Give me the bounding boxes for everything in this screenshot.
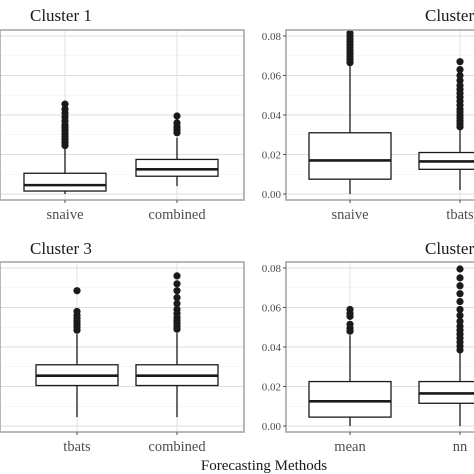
panel-title: Clusters 4 — [425, 239, 474, 258]
box-nn — [418, 265, 474, 426]
outlier-point — [456, 265, 464, 273]
x-category-label: snaive — [331, 207, 368, 223]
outlier-point — [61, 105, 69, 113]
box-tbats — [418, 58, 474, 191]
y-tick-label: 0.08 — [262, 263, 282, 275]
y-tick-label: 0.08 — [262, 31, 282, 43]
outlier-point — [173, 299, 181, 308]
panel-cluster-2: 0.00 0.02 0.04 0.06 0.08 snaive tbats Clusters … — [262, 6, 474, 223]
y-tick-label: 0.06 — [262, 303, 282, 315]
panel-cluster-1: snaive combined Cluster 1 — [0, 6, 245, 223]
outlier-point — [346, 305, 354, 314]
outlier-point — [456, 305, 464, 314]
x-category-label: tbats — [63, 439, 91, 455]
x-category-label: tbats — [446, 207, 474, 223]
panel-border — [0, 261, 245, 433]
y-tick-label: 0.00 — [262, 421, 282, 433]
panel-title: Clusters 2 — [425, 6, 474, 25]
outlier-point — [61, 100, 69, 108]
outlier-point — [173, 119, 181, 127]
iqr-box — [23, 172, 107, 192]
x-category-label: nn — [453, 439, 468, 455]
y-tick-label: 0.02 — [262, 150, 281, 162]
y-tick-label: 0.04 — [262, 110, 282, 122]
box-mean — [308, 305, 392, 426]
panel-cluster-3: tbats combined Cluster 3 — [0, 239, 245, 455]
outlier-point — [456, 322, 464, 330]
iqr-box — [308, 132, 392, 180]
outlier-point — [456, 58, 464, 66]
outlier-point — [73, 307, 81, 316]
outlier-point — [346, 29, 354, 37]
box-combined — [135, 112, 219, 187]
y-tick-label: 0.02 — [262, 382, 281, 394]
outlier-point — [173, 112, 181, 120]
box-snaive — [308, 29, 392, 194]
outlier-point — [346, 320, 354, 328]
outlier-point — [173, 294, 181, 302]
y-tick-label: 0.00 — [262, 189, 282, 201]
outlier-point — [173, 305, 181, 314]
panel-cluster-4: 0.00 0.02 0.04 0.06 0.08 mean nn Clusters 4 — [262, 239, 474, 455]
panel-border — [0, 29, 245, 201]
outlier-point — [456, 290, 464, 298]
outlier-point — [456, 297, 464, 306]
box-snaive — [23, 100, 107, 194]
x-axis-title: Forecasting Methods — [201, 458, 327, 474]
x-category-label: combined — [148, 207, 206, 223]
outlier-point — [73, 287, 81, 295]
outlier-point — [173, 272, 181, 280]
box-tbats — [35, 287, 119, 418]
panel-title: Cluster 3 — [30, 239, 92, 258]
x-category-label: mean — [334, 439, 366, 455]
outlier-point — [173, 287, 181, 295]
outlier-point — [456, 317, 464, 325]
outlier-point — [456, 81, 464, 89]
outlier-point — [456, 274, 464, 282]
outlier-point — [456, 76, 464, 85]
iqr-box — [308, 380, 392, 418]
box-combined — [135, 272, 219, 418]
outlier-point — [456, 65, 464, 74]
x-category-label: combined — [148, 439, 206, 455]
x-category-label: snaive — [46, 207, 83, 223]
outlier-point — [456, 71, 464, 80]
y-tick-label: 0.06 — [262, 71, 282, 83]
outlier-point — [173, 280, 181, 288]
iqr-box — [135, 158, 219, 177]
outlier-point — [456, 311, 464, 319]
panel-title: Cluster 1 — [30, 6, 92, 25]
outlier-point — [456, 282, 464, 290]
y-tick-label: 0.04 — [262, 342, 282, 354]
